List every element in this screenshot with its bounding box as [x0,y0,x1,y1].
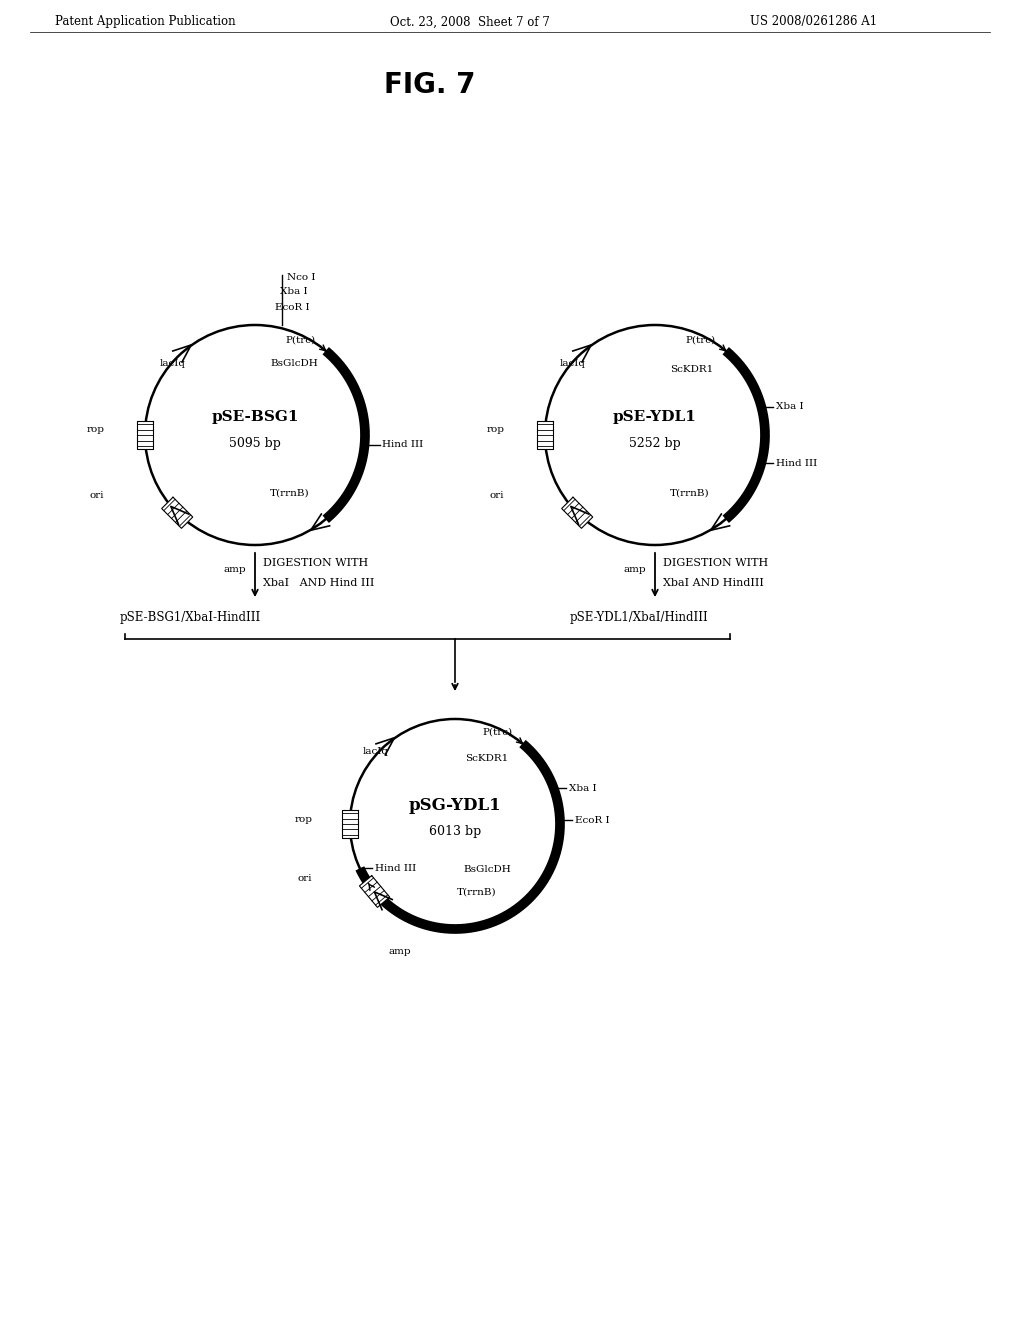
Text: BsGlcDH: BsGlcDH [270,359,317,367]
Text: US 2008/0261286 A1: US 2008/0261286 A1 [750,16,878,29]
Text: Hind III: Hind III [776,459,817,469]
Text: 5252 bp: 5252 bp [629,437,681,450]
Text: 6013 bp: 6013 bp [429,825,481,838]
Text: T(rrnB): T(rrnB) [457,887,497,896]
Text: DIGESTION WITH: DIGESTION WITH [663,558,768,568]
Text: Xba I: Xba I [568,784,596,792]
Text: pSE-YDL1/XbaI/HindIII: pSE-YDL1/XbaI/HindIII [570,610,709,623]
Polygon shape [561,498,593,528]
Text: DIGESTION WITH: DIGESTION WITH [263,558,369,568]
Text: Xba I: Xba I [776,403,804,411]
Text: ori: ori [298,874,312,883]
Text: lacIq: lacIq [362,747,389,756]
Text: pSE-YDL1: pSE-YDL1 [613,411,697,424]
Text: XbaI   AND Hind III: XbaI AND Hind III [263,578,375,587]
Text: ScKDR1: ScKDR1 [670,366,714,375]
Text: ori: ori [490,491,505,499]
Text: Xba I: Xba I [280,288,307,297]
Text: T(rrnB): T(rrnB) [270,488,309,498]
Text: P(trc): P(trc) [685,335,715,345]
Text: amp: amp [223,565,247,574]
Text: ori: ori [90,491,104,499]
Text: P(trc): P(trc) [482,727,512,737]
Text: EcoR I: EcoR I [574,816,609,825]
Text: amp: amp [624,565,646,574]
Text: P(trc): P(trc) [285,335,315,345]
Text: lacIq: lacIq [560,359,586,367]
Text: T(rrnB): T(rrnB) [670,488,710,498]
Text: pSE-BSG1/XbaI-HindIII: pSE-BSG1/XbaI-HindIII [120,610,261,623]
Text: XbaI AND HindIII: XbaI AND HindIII [663,578,764,587]
Text: 5095 bp: 5095 bp [229,437,281,450]
Text: EcoR I: EcoR I [275,302,309,312]
Polygon shape [537,421,553,449]
Text: Hind III: Hind III [375,863,416,873]
Polygon shape [162,498,193,528]
Text: FIG. 7: FIG. 7 [384,71,476,99]
Text: rop: rop [487,425,505,434]
Text: Oct. 23, 2008  Sheet 7 of 7: Oct. 23, 2008 Sheet 7 of 7 [390,16,550,29]
Text: Hind III: Hind III [382,440,423,449]
Text: Patent Application Publication: Patent Application Publication [55,16,236,29]
Text: amp: amp [389,946,412,956]
Text: lacIq: lacIq [160,359,186,367]
Text: BsGlcDH: BsGlcDH [463,865,511,874]
Polygon shape [342,810,358,838]
Polygon shape [359,875,390,907]
Text: pSE-BSG1: pSE-BSG1 [211,411,299,424]
Text: pSG-YDL1: pSG-YDL1 [409,797,502,814]
Text: rop: rop [87,425,105,434]
Text: ScKDR1: ScKDR1 [465,755,508,763]
Text: rop: rop [295,814,313,824]
Text: Nco I: Nco I [287,272,315,281]
Polygon shape [137,421,153,449]
